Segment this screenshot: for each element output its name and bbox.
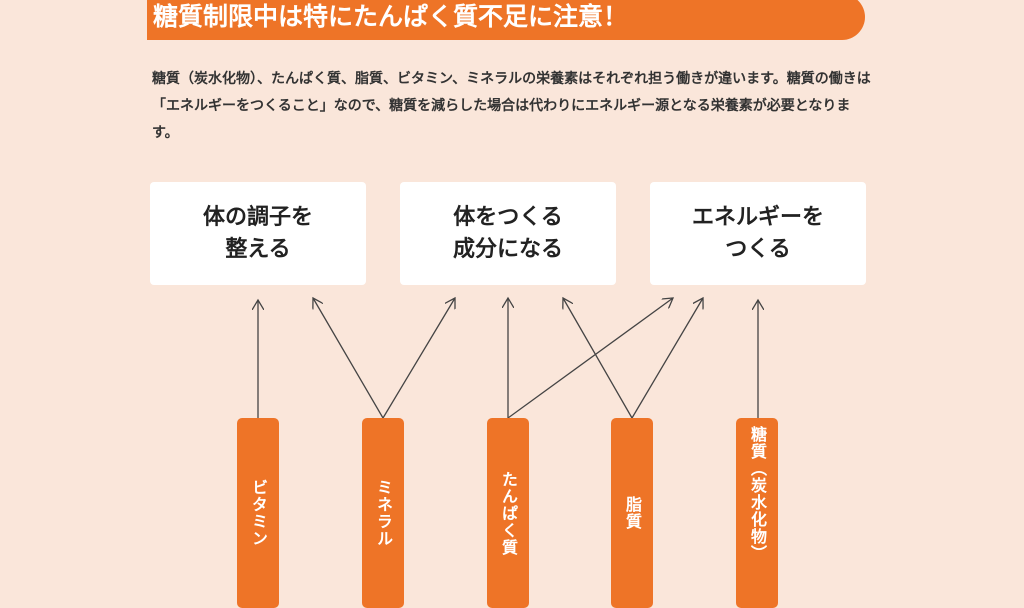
- nutrient-protein: たんぱく質: [487, 418, 529, 608]
- arrows: [0, 0, 1024, 419]
- page-title: 糖質制限中は特にたんぱく質不足に注意！: [147, 0, 865, 40]
- function-box-energy: エネルギーを つくる: [650, 182, 866, 285]
- arrow-protein-to-energy: [507, 298, 673, 419]
- arrow-mineral-to-condition: [313, 298, 384, 419]
- function-box-body-building: 体をつくる 成分になる: [400, 182, 616, 285]
- nutrient-fat: 脂質: [611, 418, 653, 608]
- intro-text: 糖質（炭水化物）、たんぱく質、脂質、ビタミン、ミネラルの栄養素はそれぞれ担う働き…: [152, 71, 871, 141]
- nutrient-mineral: ミネラル: [362, 418, 404, 608]
- function-box-body-condition: 体の調子を 整える: [150, 182, 366, 285]
- nutrient-vitamin: ビタミン: [237, 418, 279, 608]
- arrow-fat-to-building: [563, 298, 633, 419]
- arrow-fat-to-energy: [631, 298, 703, 419]
- arrow-mineral-to-building: [382, 298, 455, 419]
- nutrient-carbohydrate: 糖質（炭水化物）: [736, 418, 778, 608]
